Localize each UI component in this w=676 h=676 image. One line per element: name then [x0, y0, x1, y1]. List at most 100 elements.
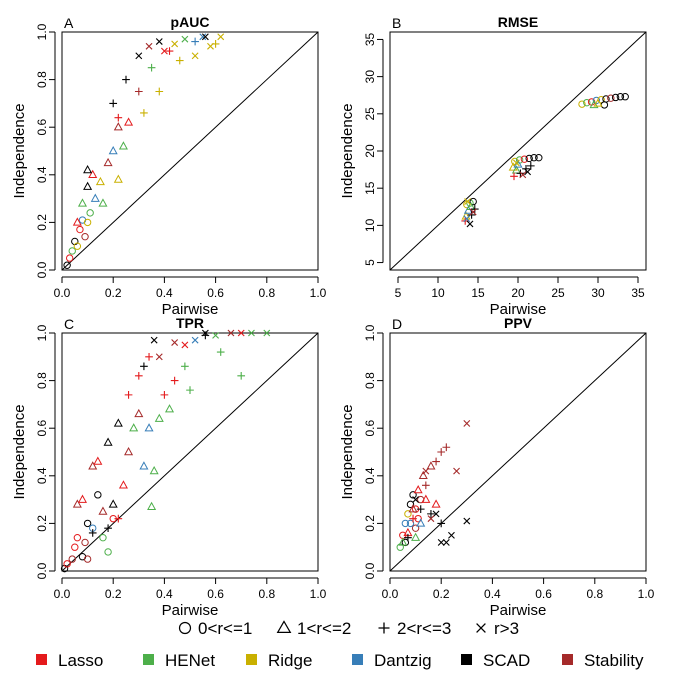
- x-tick-label: 0.8: [258, 286, 275, 300]
- identity-line: [61, 332, 319, 572]
- data-point: [530, 153, 538, 162]
- y-axis: 5 10 15 20 25 30 35: [363, 32, 384, 266]
- data-point: [104, 548, 112, 556]
- data-point: [170, 376, 179, 385]
- data-point: [124, 446, 134, 456]
- data-point: [519, 171, 527, 179]
- data-point: [422, 481, 430, 490]
- color-legend-label: HENet: [165, 651, 215, 670]
- data-point: [113, 418, 123, 427]
- shape-legend-label: 1<r<=2: [297, 619, 351, 638]
- data-point: [139, 461, 149, 470]
- panel-title: PPV: [504, 315, 533, 331]
- data-point: [108, 145, 118, 155]
- data-point: [416, 518, 426, 527]
- shape-legend-label: 2<r<=3: [397, 619, 451, 638]
- cross-marker: [476, 623, 486, 633]
- data-points: [60, 329, 271, 573]
- data-point: [83, 164, 93, 174]
- data-point: [525, 154, 533, 163]
- color-legend-label: Dantzig: [374, 651, 432, 670]
- data-point: [108, 499, 118, 508]
- data-point: [522, 165, 530, 173]
- data-point: [165, 47, 174, 55]
- data-point: [421, 494, 431, 503]
- data-point: [427, 510, 435, 518]
- x-tick-label: 0.6: [535, 587, 552, 601]
- data-point: [216, 348, 225, 356]
- identity-line: [389, 31, 647, 271]
- y-tick-label: 10: [363, 218, 377, 232]
- plot-frame: [389, 31, 647, 271]
- data-point: [191, 52, 199, 60]
- panel-b: 5 10 15 20 25 30 35 5 10 15 20 25 30 35 RMSE B Pairwise I…: [339, 14, 647, 318]
- y-tick-label: 0.6: [35, 119, 49, 136]
- triangle-marker: [276, 620, 292, 634]
- y-tick-label: 15: [363, 181, 377, 195]
- data-point: [593, 98, 603, 107]
- data-point: [437, 519, 446, 528]
- y-tick-label: 20: [363, 144, 377, 158]
- data-point: [427, 515, 435, 523]
- y-tick-label: 1.0: [35, 23, 49, 40]
- shape-legend-item: 2<r<=3: [378, 619, 451, 638]
- data-point: [422, 467, 430, 475]
- data-point: [212, 331, 220, 339]
- data-point: [583, 98, 591, 107]
- data-point: [88, 529, 97, 537]
- data-point: [140, 109, 148, 117]
- data-point: [401, 519, 410, 528]
- data-point: [83, 555, 92, 563]
- data-point: [398, 537, 408, 546]
- data-point: [77, 494, 88, 503]
- data-point: [76, 225, 84, 234]
- x-tick-label: 0.8: [258, 587, 275, 601]
- data-point: [432, 457, 440, 466]
- shape-legend: 0<r<=1 1<r<=2 2<r<=3 r>3: [178, 619, 519, 638]
- data-point: [248, 329, 255, 337]
- data-point: [406, 519, 415, 528]
- x-axis-label: Pairwise: [162, 301, 219, 318]
- data-point: [412, 496, 420, 504]
- color-legend-item: Dantzig: [352, 651, 432, 670]
- x-tick-label: 0.8: [586, 587, 603, 601]
- y-tick-label: 0.4: [35, 166, 49, 183]
- data-point: [181, 35, 189, 43]
- data-point: [470, 205, 479, 213]
- data-point: [237, 372, 246, 380]
- data-point: [171, 339, 179, 346]
- panel-title: TPR: [176, 315, 204, 331]
- data-point: [63, 560, 71, 568]
- color-swatch: [36, 654, 47, 665]
- data-point: [526, 162, 535, 170]
- data-point: [437, 539, 445, 546]
- data-point: [81, 232, 89, 241]
- data-point: [63, 261, 71, 269]
- y-axis-label: Independence: [339, 103, 356, 198]
- data-point: [88, 461, 98, 470]
- data-point: [83, 218, 92, 227]
- x-tick-label: 0.2: [105, 587, 122, 601]
- data-point: [83, 181, 93, 190]
- y-tick-label: 0.2: [35, 515, 49, 532]
- data-point: [68, 247, 76, 255]
- data-point: [464, 198, 472, 206]
- x-tick-label: 15: [471, 286, 485, 300]
- data-point: [147, 501, 157, 510]
- data-point: [263, 329, 271, 337]
- data-point: [71, 543, 79, 551]
- color-swatch: [246, 654, 257, 665]
- plot-frame: [61, 31, 319, 271]
- data-point: [124, 117, 134, 126]
- data-point: [191, 37, 199, 46]
- data-point: [149, 465, 159, 475]
- x-tick-label: 30: [591, 286, 605, 300]
- data-point: [592, 96, 601, 105]
- y-tick-label: 0.0: [363, 562, 377, 579]
- data-point: [426, 461, 436, 470]
- y-tick-label: 0.2: [35, 214, 49, 231]
- panel-letter: C: [64, 316, 74, 332]
- data-point: [199, 33, 207, 41]
- y-axis-label: Independence: [11, 103, 28, 198]
- shape-legend-label: r>3: [494, 619, 519, 638]
